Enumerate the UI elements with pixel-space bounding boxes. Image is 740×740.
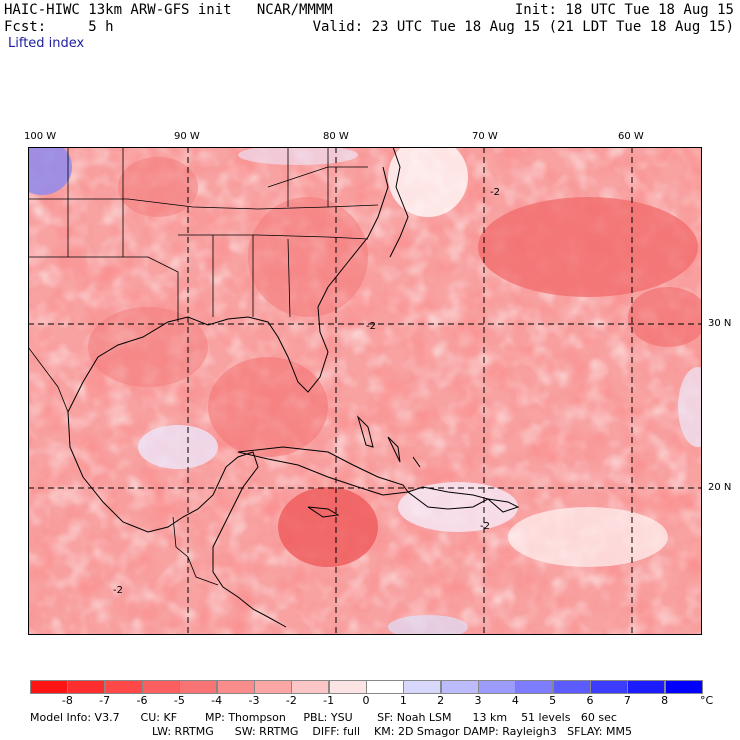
colorbar-swatch	[515, 680, 554, 694]
colorbar-swatch	[664, 680, 703, 694]
model-info: Model Info: V3.7 CU: KF MP: Thompson PBL…	[30, 711, 617, 724]
colorbar-label: -6	[136, 694, 148, 707]
colorbar-label: 2	[437, 694, 445, 707]
stable-region-hispaniola	[398, 482, 518, 532]
stable-region-carolina	[388, 147, 468, 217]
stable-region-south	[388, 615, 468, 635]
colorbar-swatch	[478, 680, 516, 694]
coastlines	[67, 147, 520, 628]
strong-region-atlantic	[478, 197, 698, 297]
lon-label-100w: 100 W	[24, 131, 57, 142]
colorbar-label: 5	[549, 694, 557, 707]
colorbar-label: -3	[248, 694, 260, 707]
colorbar-swatch	[552, 680, 591, 694]
colorbar-label: 0	[362, 694, 370, 707]
colorbar-label: 8	[661, 694, 669, 707]
colorbar-swatch	[590, 680, 628, 694]
forecast-hour: Fcst: 5 h	[4, 19, 114, 35]
stable-region-far-east	[678, 367, 702, 447]
colorbar-label: -7	[99, 694, 111, 707]
colorbar-swatch	[30, 680, 68, 694]
latlon-grid	[28, 147, 702, 635]
contour-label: -2	[366, 321, 376, 332]
lon-label-70w: 70 W	[472, 131, 498, 142]
contour-label: -2	[490, 187, 500, 198]
lat-label-20n: 20 N	[708, 482, 732, 493]
colorbar-label: -1	[323, 694, 335, 707]
colorbar-unit: °C	[700, 694, 714, 707]
stable-region-nw	[28, 147, 72, 195]
field-name: Lifted index	[8, 36, 85, 51]
init-time: Init: 18 UTC Tue 18 Aug 15	[514, 2, 734, 18]
colorbar-label: 6	[586, 694, 594, 707]
colorbar-label: -8	[61, 694, 73, 707]
model-title: HAIC-HIWC 13km ARW-GFS init NCAR/MMMM	[4, 2, 333, 18]
colorbar-swatch	[291, 680, 330, 694]
stable-region-gulf	[138, 425, 218, 469]
valid-time: Valid: 23 UTC Tue 18 Aug 15 (21 LDT Tue …	[312, 19, 734, 35]
colorbar-label: -4	[211, 694, 223, 707]
colorbar-swatch	[142, 680, 180, 694]
colorbar-swatch	[104, 680, 143, 694]
state-borders	[28, 147, 379, 586]
colorbar-swatch	[216, 680, 255, 694]
contour-label: -2	[480, 521, 490, 532]
lon-label-60w: 60 W	[618, 131, 644, 142]
colorbar-swatch	[179, 680, 218, 694]
colorbar-label: -5	[173, 694, 185, 707]
colorbar-swatch	[67, 680, 106, 694]
colorbar-label: 4	[511, 694, 519, 707]
strong-region-caribbean	[278, 487, 378, 567]
strong-region-southeast	[248, 197, 368, 317]
colorbar-swatch	[254, 680, 292, 694]
lat-label-30n: 30 N	[708, 318, 732, 329]
colorbar-label: -2	[285, 694, 297, 707]
map-panel: -2 -2 -2 -2	[28, 147, 702, 635]
strong-region-gulf	[88, 307, 208, 387]
colorbar-swatch	[366, 680, 404, 694]
stable-region-east-caribbean	[508, 507, 668, 567]
strong-region-plains	[118, 157, 198, 217]
strong-region-florida	[208, 357, 328, 457]
colorbar-swatch	[328, 680, 367, 694]
colorbar-label: 3	[474, 694, 482, 707]
strong-region-east	[628, 287, 702, 347]
colorbar-swatch	[440, 680, 479, 694]
contour-label: -2	[113, 585, 123, 596]
lifted-index-map: -2 -2 -2 -2	[28, 147, 702, 635]
lon-label-90w: 90 W	[174, 131, 200, 142]
model-physics: LW: RRTMG SW: RRTMG DIFF: full KM: 2D Sm…	[152, 725, 632, 738]
colorbar-label: 1	[399, 694, 407, 707]
map-border	[28, 147, 702, 635]
lon-label-80w: 80 W	[323, 131, 349, 142]
colorbar-swatch	[627, 680, 666, 694]
colorbar-swatch	[403, 680, 442, 694]
colorbar-label: 7	[623, 694, 631, 707]
